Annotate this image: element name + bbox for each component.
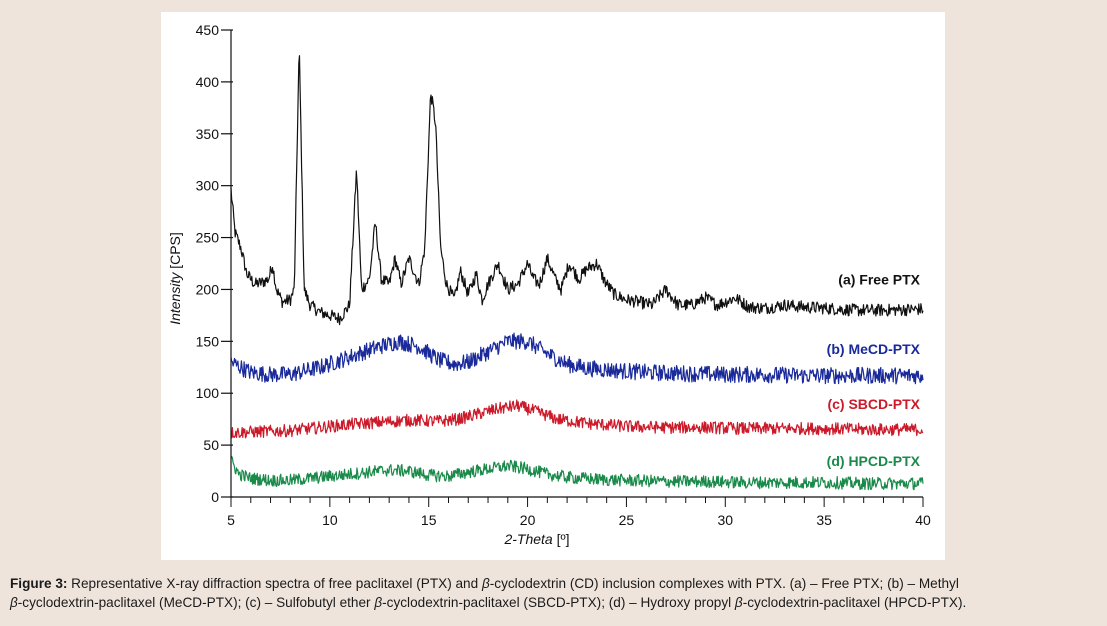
x-tick-label: 10	[322, 512, 338, 528]
caption-beta-2: β	[10, 595, 18, 610]
series-label-1: (a) Free PTX	[838, 271, 920, 287]
caption-label: Figure 3:	[10, 576, 67, 591]
caption-text-1: Representative X-ray diffraction spectra…	[67, 576, 482, 591]
x-tick-label: 40	[915, 512, 931, 528]
x-tick-label: 5	[227, 512, 235, 528]
series-layer	[231, 56, 923, 490]
series-line-4	[231, 457, 923, 490]
y-tick-label: 300	[196, 178, 220, 194]
series-line-3	[231, 400, 923, 438]
xrd-chart: 0 50 100 150 200 250 300 350 400 450 5 10 15 20 25 30 35…	[161, 12, 945, 560]
x-axis-title: 2-Theta [º]	[503, 531, 569, 547]
series-label-4: (d) HPCD-PTX	[827, 453, 921, 469]
x-tick-label: 30	[717, 512, 733, 528]
caption-beta-4: β	[735, 595, 743, 610]
y-axis-title: Intensity [CPS]	[167, 232, 183, 325]
series-line-2	[231, 333, 923, 384]
x-tick-label: 25	[619, 512, 635, 528]
y-tick-label: 100	[196, 385, 220, 401]
y-tick-label: 200	[196, 281, 220, 297]
series-label-2: (b) MeCD-PTX	[827, 341, 921, 357]
caption-beta-3: β	[374, 595, 382, 610]
series-line-1	[231, 56, 923, 325]
caption-beta-1: β	[482, 576, 490, 591]
x-tick-label: 15	[421, 512, 437, 528]
y-tick-label: 400	[196, 74, 220, 90]
y-tick-label: 50	[203, 437, 219, 453]
x-tick-label: 35	[816, 512, 832, 528]
y-tick-label: 0	[211, 489, 219, 505]
caption-text-2: -cyclodextrin (CD) inclusion complexes w…	[490, 576, 959, 591]
y-tick-label: 450	[196, 22, 220, 38]
caption-text-4: -cyclodextrin-paclitaxel (SBCD-PTX); (d)…	[382, 595, 735, 610]
plot-panel: 0 50 100 150 200 250 300 350 400 450 5 10 15 20 25 30 35…	[161, 12, 945, 560]
x-tick-label: 20	[520, 512, 536, 528]
y-tick-label: 150	[196, 333, 220, 349]
series-label-3: (c) SBCD-PTX	[827, 396, 920, 412]
figure-caption: Figure 3: Representative X-ray diffracti…	[10, 574, 1102, 612]
y-tick-label: 350	[196, 126, 220, 142]
caption-text-5: -cyclodextrin-paclitaxel (HPCD-PTX).	[743, 595, 967, 610]
labels-layer: 0 50 100 150 200 250 300 350 400 450 5 10 15 20 25 30 35…	[167, 22, 931, 547]
caption-text-3: -cyclodextrin-paclitaxel (MeCD-PTX); (c)…	[18, 595, 375, 610]
y-tick-label: 250	[196, 230, 220, 246]
